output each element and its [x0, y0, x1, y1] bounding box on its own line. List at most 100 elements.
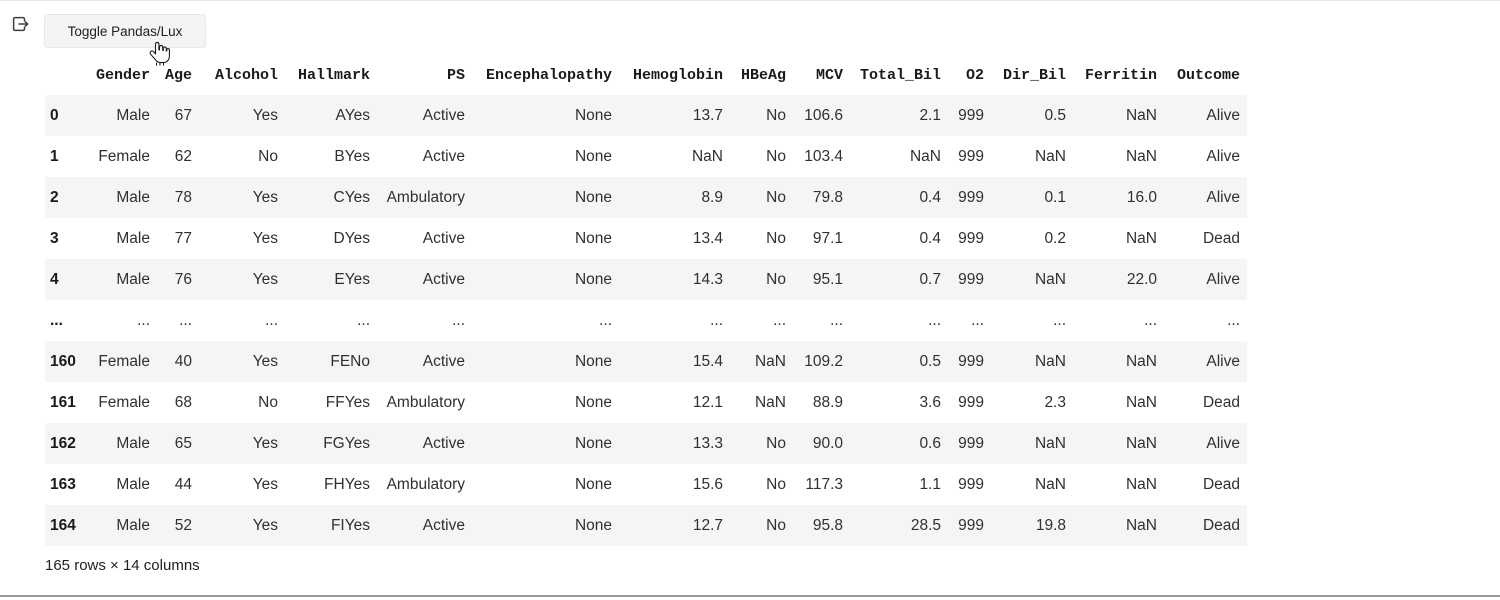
- cell: 999: [958, 352, 984, 370]
- cell: 12.1: [692, 393, 723, 411]
- column-header-gender: Gender: [95, 67, 150, 84]
- row-index: 1: [50, 147, 59, 165]
- row-index: ...: [50, 311, 63, 329]
- cell: No: [766, 270, 786, 288]
- cell: DYes: [333, 229, 370, 247]
- cell: BYes: [334, 147, 370, 165]
- cell: None: [574, 229, 612, 247]
- cell: Dead: [1202, 229, 1240, 247]
- corner-header: [45, 56, 78, 95]
- cell: Male: [116, 270, 150, 288]
- cell: Male: [116, 475, 150, 493]
- cell: Yes: [252, 188, 278, 206]
- cell: No: [766, 516, 786, 534]
- column-header-hbeag: HBeAg: [740, 67, 786, 84]
- cell: No: [766, 229, 786, 247]
- cell: NaN: [691, 147, 723, 165]
- cell: Active: [422, 106, 465, 124]
- cell: 0.1: [1044, 188, 1066, 206]
- cell: Alive: [1206, 188, 1240, 206]
- table-row: 2 Male 78 Yes CYes Ambulatory None 8.9 No 79.8 0.4…: [45, 177, 1247, 218]
- cell: Yes: [252, 106, 278, 124]
- table-row: 1 Female 62 No BYes Active None NaN No 103.4 NaN 99…: [45, 136, 1247, 177]
- cell: 15.6: [692, 475, 723, 493]
- table-row: 162 Male 65 Yes FGYes Active None 13.3 No 90.0 0.6…: [45, 423, 1247, 464]
- cell: 67: [174, 106, 192, 124]
- cell: Yes: [252, 475, 278, 493]
- cell: No: [766, 106, 786, 124]
- column-header-ferritin: Ferritin: [1084, 67, 1157, 84]
- table-row: 3 Male 77 Yes DYes Active None 13.4 No 97.1 0.4 999…: [45, 218, 1247, 259]
- cell: 999: [958, 229, 984, 247]
- row-index: 2: [50, 188, 59, 206]
- cell: 78: [174, 188, 192, 206]
- export-arrow-icon[interactable]: [10, 14, 30, 34]
- cell: 62: [174, 147, 192, 165]
- cell: NaN: [1034, 475, 1066, 493]
- cell: 95.1: [812, 270, 843, 288]
- cell: 2.3: [1044, 393, 1066, 411]
- cell: Active: [422, 270, 465, 288]
- table-row: 164 Male 52 Yes FIYes Active None 12.7 No 95.8 28.…: [45, 505, 1247, 546]
- cell: 13.3: [692, 434, 723, 452]
- column-header-hemoglobin: Hemoglobin: [632, 67, 723, 84]
- cell: 3.6: [919, 393, 941, 411]
- cell: FHYes: [324, 475, 370, 493]
- cell: 15.4: [692, 352, 723, 370]
- cell: NaN: [1125, 229, 1157, 247]
- cell: Yes: [252, 229, 278, 247]
- cell: 44: [174, 475, 192, 493]
- cell: None: [574, 516, 612, 534]
- table-row: ........................................…: [45, 300, 1247, 341]
- column-header-o2: O2: [965, 67, 984, 84]
- cell: 52: [174, 516, 192, 534]
- cell: NaN: [1125, 147, 1157, 165]
- cell: Alive: [1206, 270, 1240, 288]
- cell: Yes: [252, 516, 278, 534]
- dataframe-table: Gender Age Alcohol Hallmark PS Encephalopathy…: [45, 56, 1247, 546]
- cell: 999: [958, 475, 984, 493]
- cell: 0.2: [1044, 229, 1066, 247]
- cell: 97.1: [812, 229, 843, 247]
- table-row: 160 Female 40 Yes FENo Active None 15.4 NaN 109.2…: [45, 341, 1247, 382]
- cell: Alive: [1206, 147, 1240, 165]
- row-index: 161: [50, 393, 76, 411]
- cell: 999: [958, 516, 984, 534]
- cell: Alive: [1206, 106, 1240, 124]
- column-header-age: Age: [164, 67, 192, 84]
- cell: NaN: [1125, 393, 1157, 411]
- cell: Alive: [1206, 352, 1240, 370]
- cell: 999: [958, 393, 984, 411]
- column-header-encephalopathy: Encephalopathy: [485, 67, 612, 84]
- cell: 103.4: [804, 147, 843, 165]
- cell: Female: [98, 393, 150, 411]
- cell: NaN: [754, 393, 786, 411]
- cell: Dead: [1202, 516, 1240, 534]
- cell: ...: [265, 311, 278, 329]
- cell: None: [574, 270, 612, 288]
- cell: Alive: [1206, 434, 1240, 452]
- cell: NaN: [1125, 475, 1157, 493]
- cell: 999: [958, 106, 984, 124]
- cell: 79.8: [812, 188, 843, 206]
- cell: ...: [357, 311, 370, 329]
- cell: Ambulatory: [386, 475, 465, 493]
- row-index: 162: [50, 434, 76, 452]
- toggle-pandas-lux-button[interactable]: Toggle Pandas/Lux: [44, 14, 206, 48]
- cell: 95.8: [812, 516, 843, 534]
- cell: Active: [422, 147, 465, 165]
- row-index: 160: [50, 352, 76, 370]
- cell: ...: [1144, 311, 1157, 329]
- cell: ...: [599, 311, 612, 329]
- cell: NaN: [1125, 106, 1157, 124]
- cell: None: [574, 106, 612, 124]
- cell: 999: [958, 188, 984, 206]
- cell: 77: [174, 229, 192, 247]
- cell: 13.4: [692, 229, 723, 247]
- cell: ...: [928, 311, 941, 329]
- column-header-alcohol: Alcohol: [214, 67, 278, 84]
- cell: Male: [116, 106, 150, 124]
- cell: 0.7: [919, 270, 941, 288]
- cell: 16.0: [1126, 188, 1157, 206]
- cell: Female: [98, 352, 150, 370]
